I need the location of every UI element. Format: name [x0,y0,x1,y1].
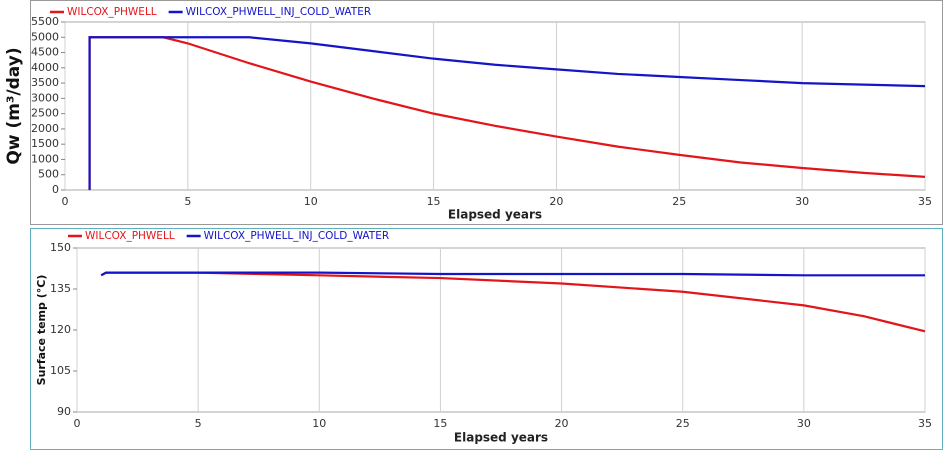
x-tick-label: 20 [555,417,569,430]
x-tick-label: 30 [795,195,809,208]
series-line [88,36,926,190]
series-line [100,271,925,277]
x-tick-label: 25 [676,417,690,430]
y-tick-label: 4000 [31,61,59,74]
x-axis-label: Elapsed years [454,431,548,445]
y-tick-label: 2500 [31,107,59,120]
legend-label: WILCOX_PHWELL [67,6,157,18]
x-tick-label: 5 [195,417,202,430]
y-tick-label: 0 [52,183,59,196]
x-tick-label: 0 [62,195,69,208]
x-tick-label: 30 [797,417,811,430]
y-axis-label: Surface temp (°C) [35,275,48,386]
y-tick-label: 4500 [31,46,59,59]
panel-frame [30,0,943,225]
y-tick-label: 5000 [31,30,59,43]
legend-label: WILCOX_PHWELL_INJ_COLD_WATER [204,230,390,242]
x-tick-label: 5 [184,195,191,208]
x-tick-label: 35 [918,417,932,430]
y-axis-label: Qw (m³/day) [4,47,24,164]
x-tick-label: 15 [433,417,447,430]
y-tick-label: 3500 [31,76,59,89]
x-tick-label: 20 [549,195,563,208]
y-tick-label: 150 [50,241,71,254]
y-tick-label: 5500 [31,15,59,28]
x-tick-label: 15 [427,195,441,208]
panel-frame [30,228,943,450]
y-tick-label: 90 [57,405,71,418]
legend-label: WILCOX_PHWELL_INJ_COLD_WATER [186,6,372,18]
y-tick-label: 1500 [31,137,59,150]
x-tick-label: 25 [672,195,686,208]
y-tick-label: 120 [50,323,71,336]
x-axis-label: Elapsed years [448,208,542,222]
x-tick-label: 0 [74,417,81,430]
y-tick-label: 1000 [31,152,59,165]
legend-label: WILCOX_PHWELL [85,230,175,242]
x-tick-label: 35 [918,195,932,208]
y-tick-label: 2000 [31,122,59,135]
y-tick-label: 3000 [31,91,59,104]
y-tick-label: 135 [50,282,71,295]
y-tick-label: 105 [50,364,71,377]
x-tick-label: 10 [312,417,326,430]
plot-area [64,21,926,191]
y-tick-label: 500 [38,168,59,181]
x-tick-label: 10 [304,195,318,208]
